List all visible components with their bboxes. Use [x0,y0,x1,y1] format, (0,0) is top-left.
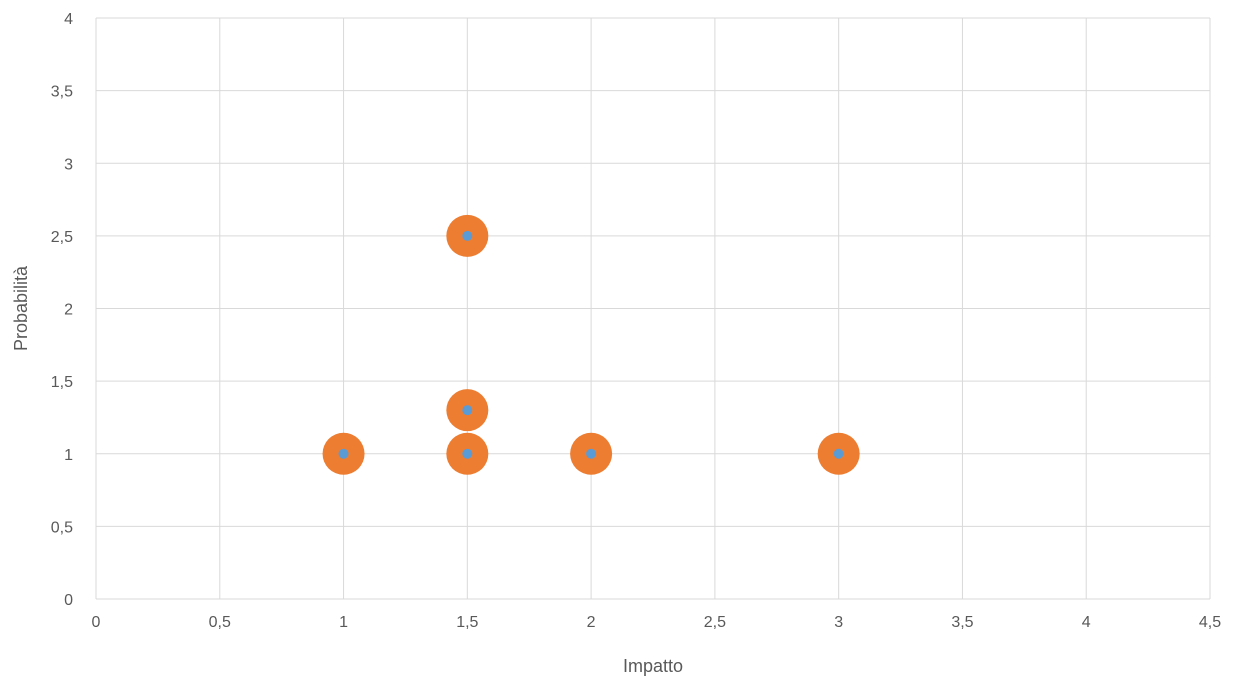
y-tick-label: 1,5 [51,374,73,391]
y-tick-label: 0 [64,592,73,609]
x-tick-label: 4,5 [1199,614,1221,631]
y-axis-title: Probabilità [11,265,31,351]
data-point-inner [586,448,597,459]
y-tick-label: 4 [64,11,73,28]
y-tick-label: 0,5 [51,519,73,536]
x-tick-label: 3 [834,614,843,631]
x-axis-tick-labels: 0 0,5 1 1,5 2 2,5 3 3,5 4 4,5 [92,614,1222,631]
x-axis-title: Impatto [623,656,683,676]
data-point-inner [462,448,473,459]
data-point-inner [462,230,473,241]
y-axis-tick-labels: 0 0,5 1 1,5 2 2,5 3 3,5 4 [51,11,73,609]
x-tick-label: 2,5 [704,614,726,631]
grid-lines [95,17,1211,600]
y-tick-label: 1 [64,447,73,464]
y-tick-label: 2 [64,302,73,319]
x-tick-label: 0 [92,614,101,631]
data-points [322,214,860,475]
data-point-inner [338,448,349,459]
x-tick-label: 1 [339,614,348,631]
y-tick-label: 3,5 [51,84,73,101]
x-tick-label: 0,5 [209,614,231,631]
data-point-inner [462,405,473,416]
x-tick-label: 4 [1082,614,1091,631]
y-tick-label: 3 [64,156,73,173]
y-tick-label: 2,5 [51,229,73,246]
x-tick-label: 1,5 [456,614,478,631]
data-point-inner [833,448,844,459]
x-tick-label: 3,5 [951,614,973,631]
x-tick-label: 2 [587,614,596,631]
